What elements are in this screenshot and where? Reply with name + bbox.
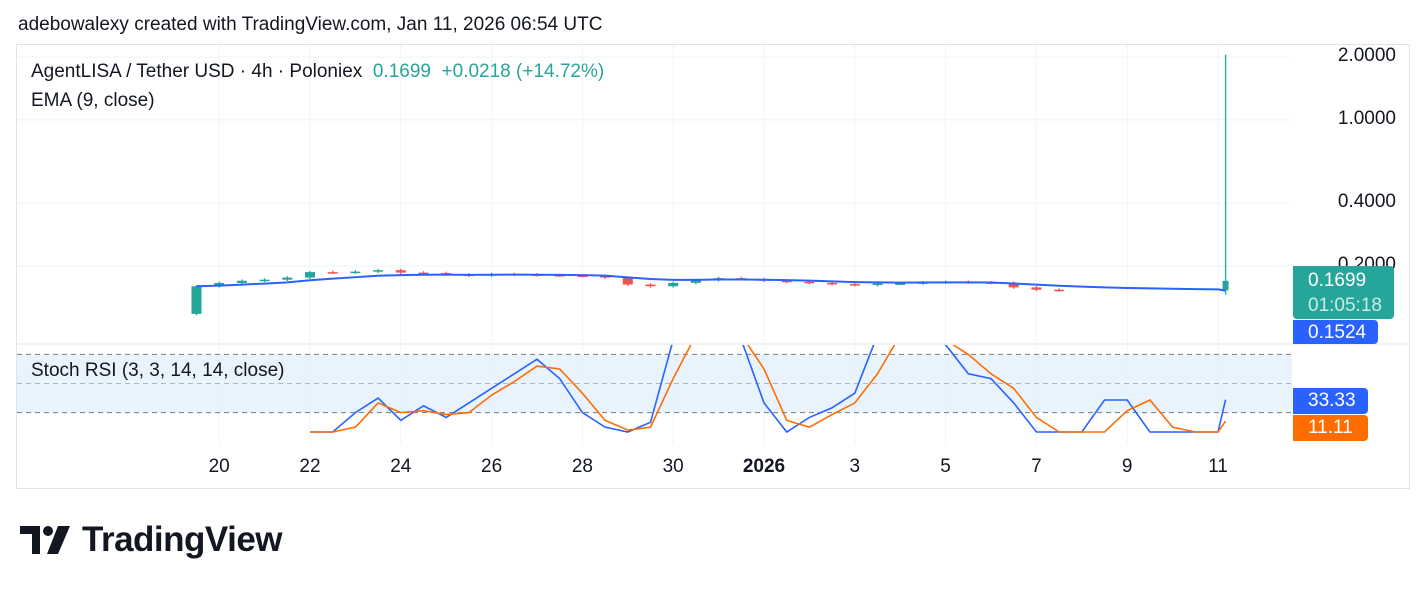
candle-body	[350, 271, 361, 274]
candle-body	[236, 280, 247, 283]
chart-credit: adebowalexy created with TradingView.com…	[18, 14, 603, 35]
symbol-title: AgentLISA / Tether USD · 4h · Poloniex	[31, 61, 363, 82]
candle-body	[827, 282, 838, 285]
candle-body	[282, 277, 293, 280]
tradingview-logo[interactable]: TradingView	[20, 520, 283, 560]
ema-price-tag: 0.1524	[1293, 320, 1378, 344]
time-tick-label: 30	[662, 456, 684, 477]
price-tick-label: 0.4000	[1337, 191, 1396, 213]
stoch-lines	[310, 345, 1227, 434]
candle-body	[1008, 282, 1019, 288]
last-price: 0.1699	[372, 61, 431, 82]
candles	[191, 54, 1229, 316]
candle-body	[895, 283, 906, 285]
tradingview-logo-icon	[20, 526, 70, 554]
candle-body	[849, 284, 860, 286]
symbol-legend[interactable]: AgentLISA / Tether USD · 4h · Poloniex 0…	[31, 61, 604, 83]
candle-body	[305, 272, 315, 278]
candle-body	[259, 279, 270, 282]
time-tick-label: 26	[481, 456, 503, 477]
time-tick-label: 20	[208, 456, 230, 477]
candle-body	[645, 284, 656, 287]
candle-body	[600, 276, 611, 278]
stoch-band	[17, 353, 1292, 414]
last-price-tag: 0.1699 01:05:18	[1293, 266, 1394, 319]
candle-body	[327, 272, 338, 274]
bar-countdown: 01:05:18	[1308, 295, 1382, 316]
candle-body	[804, 281, 815, 284]
candle-body	[668, 282, 679, 287]
candle-body	[1222, 280, 1229, 291]
price-change: +0.0218 (+14.72%)	[441, 61, 605, 82]
ema-line	[196, 273, 1226, 292]
candle-body	[191, 286, 202, 314]
tradingview-logo-text: TradingView	[82, 520, 283, 559]
price-tick-label: 1.0000	[1337, 107, 1396, 129]
candle-body	[781, 280, 792, 283]
time-tick-label: 9	[1121, 456, 1133, 477]
time-tick-label: 28	[571, 456, 593, 477]
candle-body	[1031, 287, 1042, 290]
candle-body	[690, 280, 701, 283]
ema-legend[interactable]: EMA (9, close)	[31, 90, 155, 111]
time-tick-label: 5	[940, 456, 951, 477]
time-tick-label: 11	[1208, 456, 1228, 477]
candle-body	[622, 277, 633, 285]
ema-polyline	[196, 273, 1226, 292]
candle-body	[872, 283, 883, 286]
candle-body	[373, 270, 384, 272]
stoch-k-line	[310, 345, 1227, 434]
last-price-value: 0.1699	[1308, 270, 1367, 291]
candle-body	[418, 272, 429, 275]
time-tick-label: 7	[1031, 456, 1042, 477]
time-tick-label: 22	[299, 456, 321, 477]
stoch-k-tag: 33.33	[1293, 388, 1368, 414]
candle-body	[395, 270, 406, 273]
stoch-legend[interactable]: Stoch RSI (3, 3, 14, 14, close)	[31, 360, 285, 381]
stoch-d-tag: 11.11	[1293, 415, 1368, 441]
time-tick-label: 24	[390, 456, 412, 477]
candle-body	[577, 275, 588, 278]
candle-body	[1054, 289, 1065, 292]
price-tick-label: 2.0000	[1337, 45, 1396, 66]
chart-frame	[16, 44, 1410, 489]
stoch-d-line	[310, 345, 1227, 433]
time-tick-label: 2026	[742, 456, 786, 477]
time-tick-label: 3	[849, 456, 861, 477]
